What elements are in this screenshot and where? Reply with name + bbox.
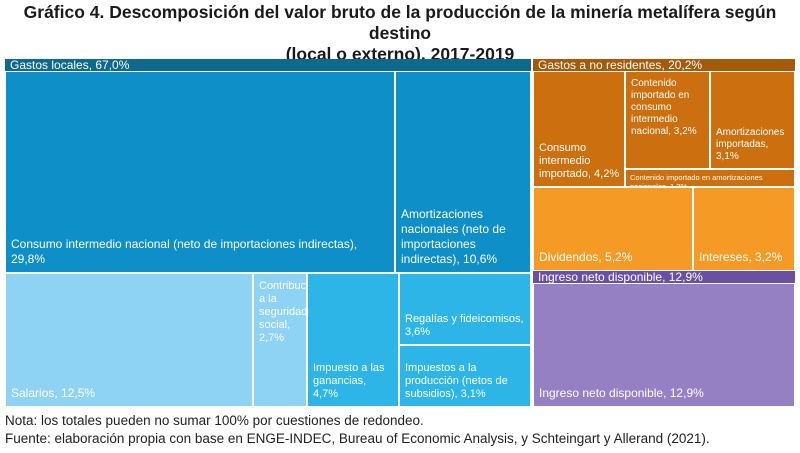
cell-label-contenido-importado-en-consumo-intermedio-nacional: Contenido importado en consumo intermedi… (631, 78, 697, 137)
treemap-cell-contenido-importado-en-amortizaciones-nacionales: Contenido importado en amortizaciones na… (625, 169, 795, 191)
treemap-cell-regalias-y-fideicomisos: Regalías y fideicomisos, 3,6% (399, 273, 531, 345)
cell-label-amortizaciones-nacionales-neto-de-importaciones-indirectas: Amortizaciones nacionales (neto de impor… (401, 207, 506, 266)
cell-label-amortizaciones-importadas: Amortizaciones importadas, 3,1% (716, 127, 785, 162)
group-header-gastos-a-no-residentes: Gastos a no residentes, 20,2% (533, 59, 795, 71)
cell-label-impuestos-a-la-produccion-netos-de-subsidios: Impuestos a la producción (netos de subs… (405, 362, 508, 400)
treemap-cell-consumo-intermedio-importado: Consumo intermedio importado, 4,2% (533, 71, 625, 187)
source-text: Fuente: elaboración propia con base en E… (5, 431, 710, 446)
treemap-cell-salarios: Salarios, 12,5% (5, 273, 253, 407)
cell-label-consumo-intermedio-importado: Consumo intermedio importado, 4,2% (539, 142, 620, 180)
cell-label-contribuciones-a-la-seguridad-social: Contribuciones a la seguridad social, 2,… (259, 280, 333, 344)
cell-label-ingreso-neto-disponible: Ingreso neto disponible, 12,9% (539, 386, 704, 400)
treemap-cell-amortizaciones-nacionales-neto-de-importaciones-indirectas: Amortizaciones nacionales (neto de impor… (395, 71, 531, 273)
chart-title-line-1: Gráfico 4. Descomposición del valor brut… (23, 2, 777, 43)
footnotes: Nota: los totales pueden no sumar 100% p… (5, 412, 710, 448)
cell-label-intereses: Intereses, 3,2% (699, 250, 783, 264)
treemap-cell-dividendos: Dividendos, 5,2% (533, 187, 693, 271)
cell-label-contenido-importado-en-amortizaciones-nacionales: Contenido importado en amortizaciones na… (630, 173, 763, 191)
treemap-cell-amortizaciones-importadas: Amortizaciones importadas, 3,1% (710, 71, 795, 169)
treemap-cell-contenido-importado-en-consumo-intermedio-nacional: Contenido importado en consumo intermedi… (625, 71, 710, 169)
cell-label-dividendos: Dividendos, 5,2% (539, 250, 633, 264)
chart-title: Gráfico 4. Descomposición del valor brut… (0, 2, 800, 65)
cell-label-regalias-y-fideicomisos: Regalías y fideicomisos, 3,6% (405, 313, 524, 338)
treemap-cell-contribuciones-a-la-seguridad-social: Contribuciones a la seguridad social, 2,… (253, 273, 333, 407)
treemap-cell-impuesto-a-las-ganancias: Impuesto a las ganancias, 4,7% (307, 273, 399, 407)
cell-label-consumo-intermedio-nacional-neto-de-importaciones-indirectas: Consumo intermedio nacional (neto de imp… (11, 237, 358, 266)
group-header-ingreso-neto-disponible: Ingreso neto disponible, 12,9% (533, 271, 795, 283)
note-text: Nota: los totales pueden no sumar 100% p… (5, 413, 424, 428)
cell-label-impuesto-a-las-ganancias: Impuesto a las ganancias, 4,7% (313, 362, 385, 400)
treemap-cell-ingreso-neto-disponible: Ingreso neto disponible, 12,9% (533, 283, 795, 407)
treemap-cell-consumo-intermedio-nacional-neto-de-importaciones-indirectas: Consumo intermedio nacional (neto de imp… (5, 71, 395, 273)
cell-label-salarios: Salarios, 12,5% (11, 386, 96, 400)
treemap-cell-intereses: Intereses, 3,2% (693, 187, 795, 271)
group-header-gastos-locales: Gastos locales, 67,0% (5, 59, 531, 71)
treemap-cell-impuestos-a-la-produccion-netos-de-subsidios: Impuestos a la producción (netos de subs… (399, 345, 531, 407)
